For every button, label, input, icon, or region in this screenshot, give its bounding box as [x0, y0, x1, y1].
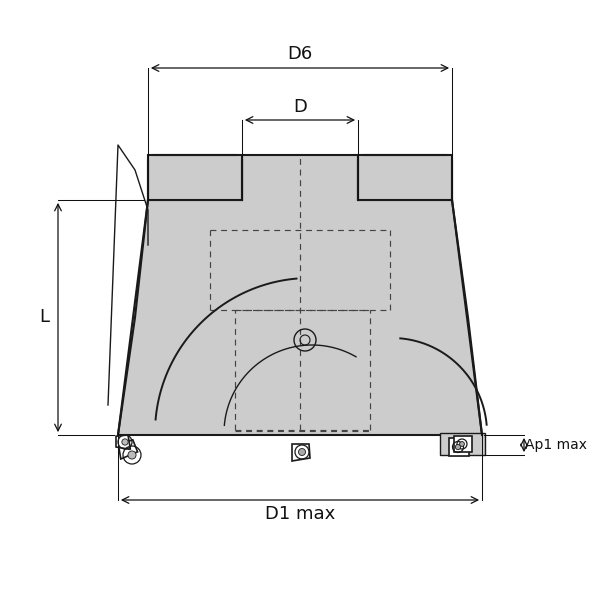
Text: L: L — [39, 308, 49, 326]
Polygon shape — [449, 438, 469, 456]
Polygon shape — [292, 444, 310, 461]
Polygon shape — [116, 435, 130, 449]
Polygon shape — [358, 155, 452, 200]
Polygon shape — [148, 155, 242, 200]
Polygon shape — [440, 433, 485, 455]
Circle shape — [455, 445, 461, 449]
Text: D6: D6 — [287, 45, 313, 63]
Text: D1 max: D1 max — [265, 505, 335, 523]
Polygon shape — [118, 155, 482, 435]
Polygon shape — [118, 440, 137, 459]
Circle shape — [128, 451, 136, 459]
Circle shape — [460, 442, 464, 446]
Text: Ap1 max: Ap1 max — [525, 438, 587, 452]
Circle shape — [122, 439, 128, 445]
Circle shape — [299, 449, 305, 455]
Text: D: D — [293, 98, 307, 116]
Polygon shape — [454, 436, 472, 452]
